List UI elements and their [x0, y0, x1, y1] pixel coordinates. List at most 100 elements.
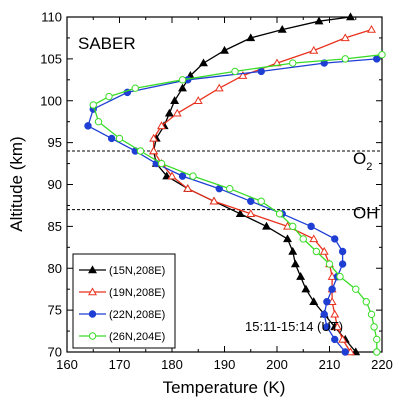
data-point [238, 71, 248, 79]
data-point [338, 247, 347, 256]
data-point [299, 235, 307, 243]
data-point [346, 12, 355, 21]
data-point [341, 55, 349, 63]
data-point [189, 172, 197, 180]
x-tick-label: 170 [109, 357, 131, 372]
data-point [107, 134, 116, 143]
data-point [378, 50, 386, 59]
data-point [149, 133, 159, 142]
data-point [320, 59, 328, 67]
x-tick-label: 210 [319, 357, 341, 372]
series [149, 24, 376, 356]
data-point [301, 284, 311, 293]
data-point [338, 260, 347, 268]
data-point [149, 146, 159, 155]
data-point [172, 108, 182, 117]
data-point [351, 347, 361, 356]
y-tick-label: 80 [48, 261, 62, 276]
legend-item: (22N,208E) [79, 309, 165, 321]
data-point [290, 259, 300, 268]
data-point [367, 310, 376, 319]
data-point [88, 265, 97, 274]
data-point [193, 96, 203, 104]
data-point [88, 287, 97, 296]
legend-label: (19N,208E) [109, 287, 165, 299]
legend-label: (22N,208E) [109, 309, 165, 321]
legend-item: (19N,208E) [79, 287, 165, 299]
data-point [289, 59, 297, 67]
data-point [167, 171, 177, 180]
data-point [170, 96, 180, 104]
y-tick-label: 105 [40, 51, 62, 66]
data-point [323, 298, 331, 306]
chart-title: SABER [78, 34, 136, 53]
data-point [312, 247, 321, 256]
data-point [89, 101, 97, 109]
data-point [362, 298, 370, 306]
legend-box [72, 253, 176, 349]
data-point [323, 323, 331, 331]
data-point [330, 309, 340, 318]
data-point [131, 84, 139, 92]
x-tick-label: 190 [214, 357, 236, 372]
data-point [309, 45, 319, 54]
data-point [84, 122, 92, 130]
data-point [262, 221, 271, 230]
data-point [164, 108, 174, 117]
data-point [235, 209, 245, 218]
data-point [105, 92, 113, 101]
data-point [199, 58, 208, 67]
y-axis-title: Altitude (km) [7, 136, 26, 231]
data-point [178, 83, 187, 92]
reference-line-label: O2 [353, 149, 372, 173]
data-point [88, 310, 97, 318]
series [89, 50, 386, 356]
data-point [328, 285, 336, 293]
data-point [338, 334, 348, 343]
reference-line-subscript: 2 [366, 161, 372, 173]
data-point [289, 222, 297, 231]
data-point [247, 197, 255, 205]
y-axis: 70 75 80 85 90 95 100 105 110 [40, 10, 382, 360]
x-axis-title: Temperature (K) [163, 378, 286, 397]
data-point [183, 184, 193, 192]
data-point [331, 335, 339, 344]
x-tick-label: 160 [56, 357, 78, 372]
data-point [209, 196, 219, 205]
legend: (15N,208E) (19N,208E) (22N,208E) (26N,204E) [72, 253, 176, 349]
data-point [257, 67, 265, 76]
data-point [320, 310, 328, 319]
data-point [288, 246, 298, 255]
data-point [277, 24, 287, 33]
y-tick-label: 90 [48, 177, 62, 192]
data-point [178, 172, 187, 180]
y-tick-label: 95 [48, 135, 62, 150]
legend-label: (15N,208E) [109, 265, 165, 277]
data-point [220, 45, 229, 54]
data-point [309, 297, 319, 305]
data-point [257, 197, 265, 205]
data-point [88, 332, 97, 340]
data-point [162, 171, 172, 180]
data-point [336, 272, 344, 281]
data-point [373, 348, 381, 356]
data-point [115, 134, 124, 143]
data-point [296, 272, 306, 280]
data-point [157, 121, 166, 130]
data-point [231, 67, 239, 76]
reference-line-label: OH [353, 204, 379, 223]
y-tick-label: 100 [40, 93, 62, 108]
data-point [214, 83, 224, 92]
time-label: 15:11-15:14 (UT) [245, 319, 343, 334]
data-point [319, 246, 329, 255]
data-point [367, 24, 376, 33]
x-tick-label: 220 [371, 357, 393, 372]
data-point [309, 234, 319, 243]
data-point [331, 235, 339, 243]
y-tick-label: 75 [48, 303, 62, 318]
data-point [275, 210, 284, 218]
data-point [157, 159, 166, 168]
legend-label: (26N,204E) [109, 331, 165, 343]
x-tick-label: 180 [161, 357, 183, 372]
